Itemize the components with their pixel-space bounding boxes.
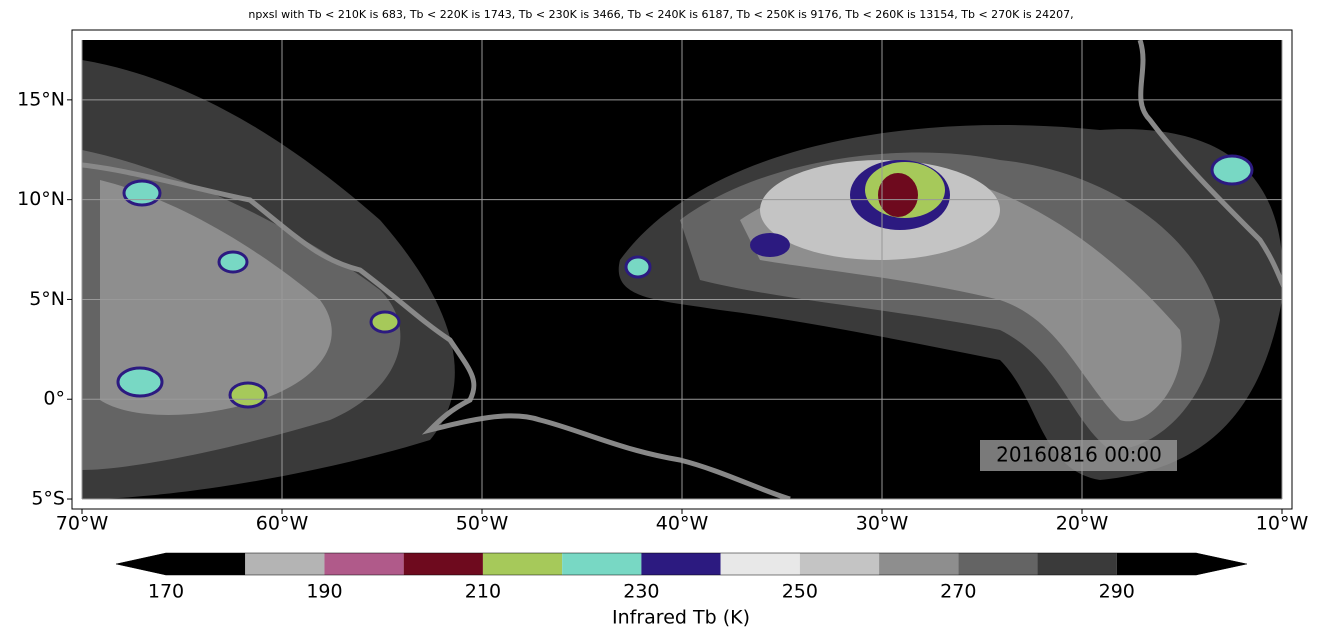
y-tick-label: 5°N: [29, 288, 65, 310]
colorbar-segment: [958, 553, 1038, 575]
colorbar-segment: [879, 553, 959, 575]
cloud-core: [624, 255, 652, 279]
colorbar-segment: [324, 553, 404, 575]
colorbar-extend-low: [115, 552, 167, 576]
colorbar-tick-label: 170: [148, 581, 184, 603]
colorbar-tick-label: 290: [1099, 581, 1135, 603]
y-tick-label: 10°N: [17, 188, 65, 210]
colorbar-segment: [482, 553, 563, 575]
colorbar-segment: [245, 553, 325, 575]
x-tick-label: 10°W: [1256, 513, 1309, 535]
y-tick-label: 15°N: [17, 88, 65, 110]
colorbar-tick-label: 230: [623, 581, 659, 603]
coastline: [82, 162, 791, 499]
x-tick-label: 60°W: [256, 513, 309, 535]
coastline: [1137, 40, 1282, 289]
x-tick-label: 30°W: [856, 513, 909, 535]
colorbar-tick-label: 210: [465, 581, 501, 603]
colorbar-tick-label: 250: [782, 581, 818, 603]
x-tick-label: 50°W: [456, 513, 509, 535]
y-tick-label: 5°S: [31, 488, 65, 510]
cloud-core: [1210, 154, 1254, 186]
cloud-core: [878, 173, 918, 217]
colorbar-segment: [403, 553, 483, 575]
colorbar-segment: [799, 553, 880, 575]
colorbar-segment: [562, 553, 642, 575]
colorbar-label: Infrared Tb (K): [612, 607, 750, 629]
x-tick-label: 40°W: [656, 513, 709, 535]
cloud-layer: [100, 180, 332, 415]
timestamp: 20160816 00:00: [996, 443, 1162, 467]
y-tick-label: 0°: [43, 388, 65, 410]
x-tick-label: 20°W: [1056, 513, 1109, 535]
grid: 70°W 60°W 50°W 40°W 30°W 20°W 10°W 5°S 0° 5°N 10°N…: [17, 40, 1308, 535]
title: npxsl with Tb < 210K is 683, Tb < 220K i…: [248, 8, 1073, 21]
cloud-core: [217, 250, 249, 274]
colorbar-segment: [1037, 553, 1117, 575]
colorbar-segment: [641, 553, 721, 575]
colorbar-segment: [166, 553, 246, 575]
colorbar-tick-label: 190: [306, 581, 342, 603]
cloud-core: [228, 381, 268, 409]
cloud-core: [122, 179, 162, 207]
cloud-core: [750, 233, 790, 257]
cloud-core: [116, 366, 164, 398]
cloud-core: [369, 310, 401, 334]
colorbar-tick-label: 270: [940, 581, 976, 603]
x-tick-label: 70°W: [56, 513, 109, 535]
colorbar: 170 190 210 230 250 270 290: [115, 552, 1248, 603]
colorbar-extend-high: [1195, 552, 1248, 576]
colorbar-outline: [165, 552, 1197, 576]
timestamp-box: [980, 440, 1177, 471]
colorbar-segment: [1116, 553, 1196, 575]
colorbar-segment: [720, 553, 800, 575]
imagery: [82, 40, 1282, 499]
